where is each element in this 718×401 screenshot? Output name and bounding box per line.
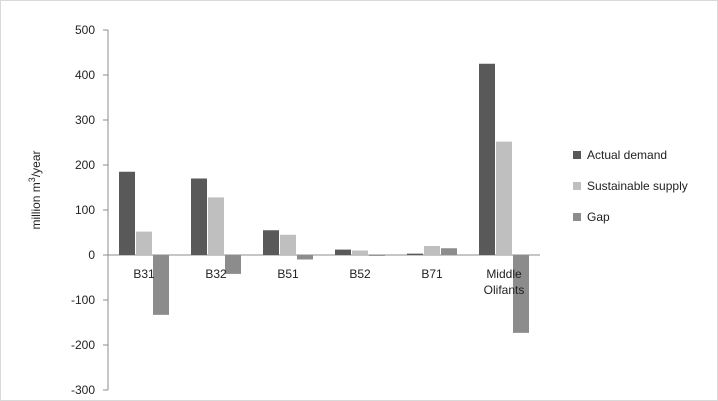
y-tick-label: 200 [75,158,95,172]
x-category-label: B32 [205,267,227,281]
plot-area: 500 400 300 200 100 0 -100 -200 -300 million m3/y… [27,23,540,397]
x-category-label: B52 [349,267,371,281]
legend-swatch-sustainable-supply [573,182,581,190]
bar-actual-demand [335,249,351,255]
bar-sustainable-supply [208,197,224,255]
y-tick-label: 500 [75,23,95,37]
y-tick-label: -300 [71,383,95,397]
legend-label-actual-demand: Actual demand [587,148,667,162]
x-category-label: B51 [277,267,299,281]
bar-sustainable-supply [496,141,512,255]
y-axis-title: million m3/year [27,150,43,229]
x-category-label: B71 [421,267,443,281]
legend-label-sustainable-supply: Sustainable supply [587,179,688,193]
y-tick-label: 300 [75,113,95,127]
x-category-label: Middle Olifants [484,267,525,297]
x-category-label-line: Olifants [484,283,525,297]
bar-gap [513,255,529,333]
x-category-label: B31 [133,267,155,281]
x-category-label-line: Middle [486,267,522,281]
bar-sustainable-supply [136,231,152,255]
x-category-label-line: B52 [349,267,371,281]
x-category-label-line: B31 [133,267,155,281]
y-tick-label: -100 [71,293,95,307]
bar-gap [297,255,313,260]
y-tick-label: 100 [75,203,95,217]
legend: Actual demand Sustainable supply Gap [573,148,688,224]
bar-actual-demand [191,178,207,255]
x-category-label-line: B71 [421,267,443,281]
legend-label-gap: Gap [587,210,610,224]
legend-swatch-gap [573,213,581,221]
bar-gap [153,255,169,315]
legend-swatch-actual-demand [573,151,581,159]
bar-gap [369,255,385,256]
bar-sustainable-supply [352,250,368,255]
y-tick-label: -200 [71,338,95,352]
x-category-label-line: B51 [277,267,299,281]
y-tick-label: 0 [88,248,95,262]
x-category-label-line: B32 [205,267,227,281]
y-axis-title-main: million m [29,182,43,229]
y-tick-label: 400 [75,68,95,82]
bar-actual-demand [479,63,495,255]
bar-gap [441,248,457,255]
bar-actual-demand [119,171,135,255]
bar-actual-demand [263,230,279,255]
bar-gap [225,255,241,274]
y-axis-title-suffix: /year [29,150,43,177]
bar-actual-demand [407,253,423,255]
y-axis-title-superscript: 3 [27,177,37,182]
bar-sustainable-supply [280,234,296,255]
bar-sustainable-supply [424,246,440,255]
